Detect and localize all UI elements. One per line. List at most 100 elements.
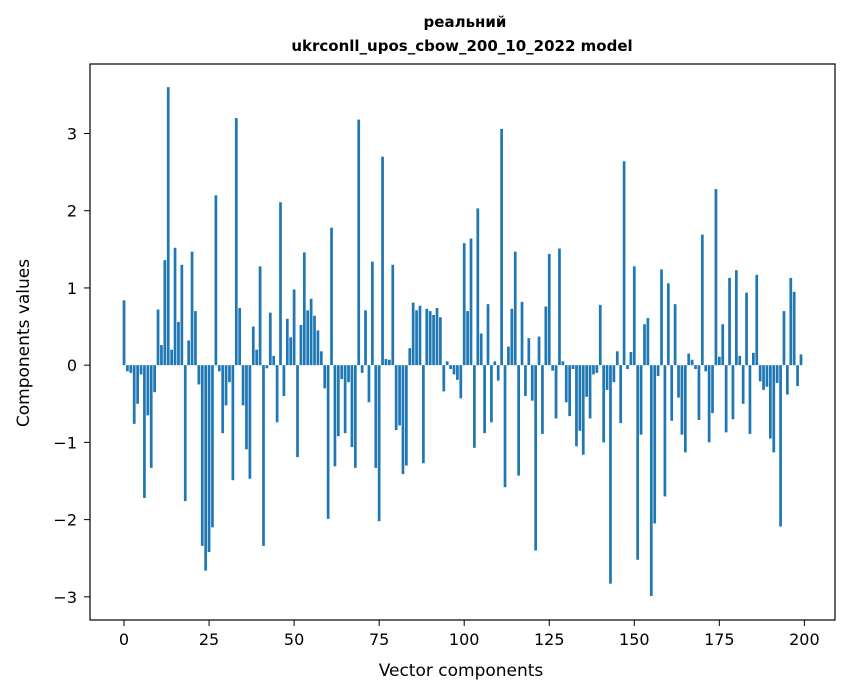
bar: [418, 305, 422, 366]
bar: [408, 348, 412, 366]
chart-subtitle: ukrconll_upos_cbow_200_10_2022 model: [291, 37, 632, 55]
bar: [799, 354, 803, 366]
bar: [302, 252, 306, 366]
bar: [738, 355, 742, 366]
bar: [296, 365, 299, 458]
bar: [153, 365, 156, 393]
bar: [146, 365, 150, 416]
bar: [789, 277, 793, 366]
bar: [422, 365, 425, 464]
bar: [452, 365, 456, 375]
bar: [364, 310, 367, 366]
bar: [605, 365, 609, 390]
bar: [275, 365, 279, 423]
bar: [449, 365, 452, 370]
bar: [234, 118, 238, 366]
bar: [796, 365, 799, 387]
bar: [401, 365, 405, 475]
bar: [609, 365, 612, 584]
bar: [782, 311, 786, 366]
bar: [319, 351, 323, 366]
y-tick-label: 3: [67, 125, 77, 144]
bar: [711, 365, 714, 414]
bar: [643, 324, 646, 366]
bar: [347, 365, 350, 383]
bar: [670, 365, 674, 421]
bar: [268, 312, 272, 366]
bar: [177, 321, 180, 366]
bar: [585, 365, 589, 397]
bar: [666, 283, 670, 366]
bar: [656, 365, 660, 376]
bar: [231, 365, 235, 481]
x-tick-label: 125: [534, 630, 565, 649]
bar: [649, 365, 653, 597]
bar: [197, 365, 201, 385]
bar: [381, 156, 384, 366]
bar: [445, 361, 449, 366]
bar: [544, 306, 548, 366]
bar: [129, 365, 133, 373]
bar: [432, 314, 435, 366]
bar: [442, 365, 446, 392]
bar: [530, 365, 534, 401]
x-tick-label: 150: [619, 630, 650, 649]
bar: [265, 365, 269, 369]
bar: [160, 345, 163, 366]
bar: [779, 365, 782, 527]
bar: [415, 310, 418, 366]
bar: [139, 365, 143, 375]
bar: [513, 251, 517, 366]
bar: [653, 365, 657, 524]
bar: [612, 365, 616, 383]
bar: [149, 365, 153, 468]
bars: [122, 87, 803, 597]
bar: [425, 308, 429, 366]
bar: [534, 365, 537, 551]
bar: [357, 119, 361, 366]
x-tick-label: 200: [789, 630, 820, 649]
bar: [551, 365, 555, 371]
y-tick-label: −1: [53, 433, 77, 452]
bar: [405, 365, 408, 466]
bar: [615, 351, 619, 366]
bar: [714, 189, 718, 366]
bar: [473, 365, 476, 448]
bar: [697, 365, 701, 420]
bar: [221, 365, 225, 434]
bar: [745, 292, 748, 366]
bar: [224, 365, 228, 406]
bar: [336, 365, 340, 437]
bar: [520, 301, 524, 366]
bar: [755, 274, 759, 366]
bar: [180, 264, 184, 366]
bar: [211, 365, 214, 528]
chart-title: реальний: [424, 13, 507, 31]
bar: [731, 365, 735, 420]
bar: [279, 202, 282, 366]
bar: [772, 365, 776, 453]
bar: [629, 352, 633, 366]
x-tick-label: 175: [704, 630, 735, 649]
bar: [683, 365, 687, 453]
bar: [204, 365, 208, 571]
bar: [343, 365, 347, 434]
bar: [639, 365, 643, 435]
plot-frame: [89, 63, 836, 621]
bar: [292, 289, 296, 366]
bar: [636, 365, 640, 560]
bar: [510, 308, 514, 366]
bar: [748, 365, 752, 434]
bar: [496, 365, 500, 381]
bar: [500, 128, 503, 366]
bar: [728, 277, 731, 366]
bar: [734, 270, 738, 366]
bar: [769, 365, 772, 439]
x-axis-label: Vector components: [379, 661, 544, 681]
bar: [170, 349, 173, 366]
bar: [564, 365, 568, 403]
bar: [122, 300, 126, 366]
bar: [241, 365, 245, 406]
bar: [581, 365, 585, 455]
bar: [775, 365, 779, 383]
